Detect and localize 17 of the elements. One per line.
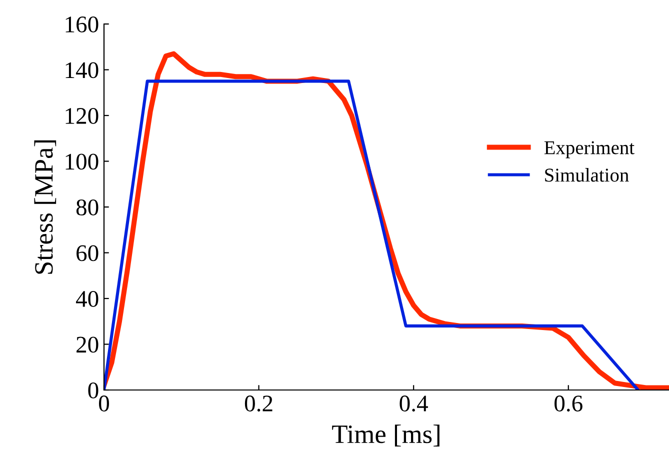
legend-label: Simulation	[545, 168, 629, 182]
x-tick-label: 0.4	[400, 396, 428, 412]
y-tick-label: 140	[66, 62, 98, 78]
y-tick-label: 80	[76, 199, 98, 216]
y-tick-label: 0	[88, 382, 98, 398]
y-tick-label: 40	[76, 290, 98, 307]
y-tick-label: 120	[66, 108, 98, 124]
y-tick-label: 20	[76, 336, 98, 353]
y-tick-label: 100	[66, 154, 98, 170]
y-tick-label: 60	[76, 245, 98, 262]
x-tick-label: 0	[98, 396, 110, 412]
y-axis-title: Stress [MPa]	[34, 140, 56, 274]
x-axis-title: Time [ms]	[332, 424, 440, 446]
y-tick-label: 160	[66, 16, 98, 32]
x-tick-label: 0.2	[244, 396, 272, 412]
legend-label: Experiment	[544, 141, 634, 158]
x-tick-label: 0.6	[554, 396, 582, 412]
